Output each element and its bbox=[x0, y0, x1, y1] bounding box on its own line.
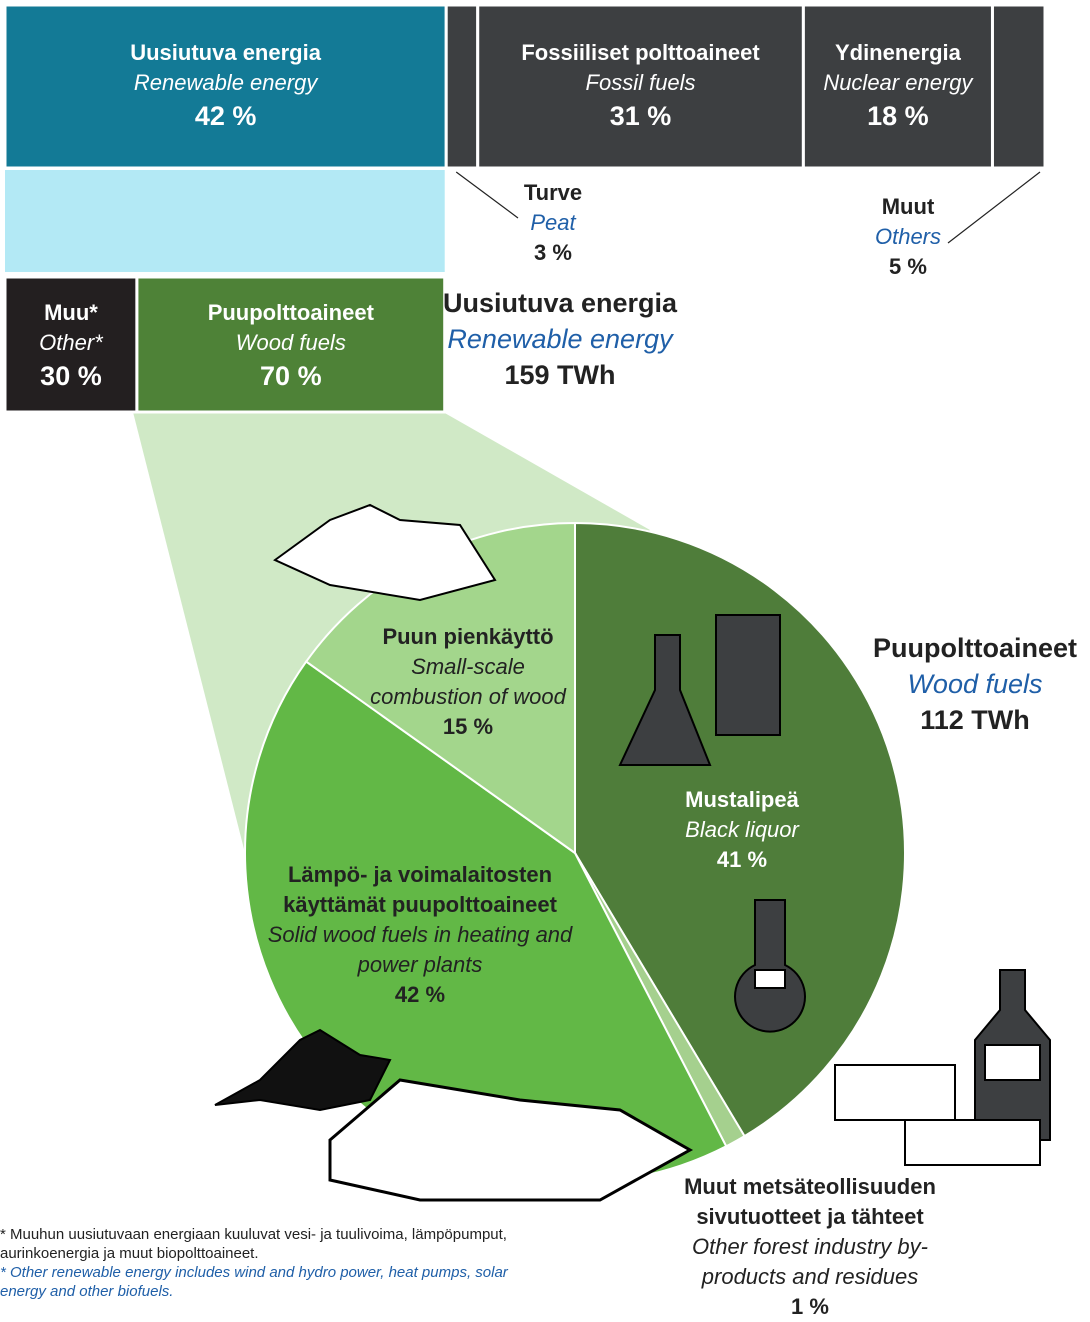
value-label: 1 % bbox=[791, 1294, 829, 1319]
category-en: Small-scale combustion of wood bbox=[370, 654, 566, 709]
bar-segment bbox=[3, 275, 139, 414]
category-en: Wood fuels bbox=[235, 330, 346, 355]
value-label: 31 % bbox=[609, 101, 672, 131]
category-en: Renewable energy bbox=[133, 70, 318, 95]
value-label: 70 % bbox=[260, 361, 322, 391]
label: Lämpö- ja voimalaitosten käyttämät puupo… bbox=[260, 860, 580, 1010]
label: Ydinenergia Nuclear energy 18 % bbox=[808, 38, 987, 134]
label: Mustalipeä Black liquor 41 % bbox=[642, 785, 842, 875]
label: Muut metsäteollisuuden sivutuotteet ja t… bbox=[650, 1172, 970, 1322]
label: Muut Others 5 % bbox=[838, 192, 978, 282]
footnote: * Muuhun uusiutuvaan energiaan kuuluvat … bbox=[0, 1225, 520, 1301]
category-en: Black liquor bbox=[685, 817, 799, 842]
category-en: Solid wood fuels in heating and power pl… bbox=[267, 922, 573, 977]
label: Fossiiliset polttoaineet Fossil fuels 31 % bbox=[483, 38, 799, 134]
callout-line bbox=[947, 171, 1041, 244]
category-en: Other forest industry by-products and re… bbox=[692, 1234, 928, 1289]
bar-segment bbox=[3, 3, 448, 170]
value-label: 15 % bbox=[442, 714, 494, 739]
subtitle: Renewable energy bbox=[447, 324, 673, 354]
category: Mustalipeä bbox=[685, 787, 799, 812]
label: Uusiutuva energia Renewable energy 159 TWh bbox=[430, 285, 690, 393]
total: 159 TWh bbox=[504, 360, 616, 390]
value-label: 3 % bbox=[534, 240, 572, 265]
label: Puupolttoaineet Wood fuels 70 % bbox=[140, 298, 442, 394]
label: Puun pienkäyttö Small-scale combustion of… bbox=[358, 622, 578, 742]
category: Fossiiliset polttoaineet bbox=[521, 40, 760, 65]
label: Puupolttoaineet Wood fuels 112 TWh bbox=[865, 630, 1085, 738]
title: Uusiutuva energia bbox=[442, 288, 678, 318]
label: Turve Peat 3 % bbox=[483, 178, 623, 268]
callout-line bbox=[455, 171, 519, 219]
bar-segment bbox=[476, 3, 805, 170]
bar-segment bbox=[135, 275, 447, 414]
value-label: 41 % bbox=[716, 847, 768, 872]
footnote-en: * Other renewable energy includes wind a… bbox=[0, 1264, 508, 1300]
footnote-fi: * Muuhun uusiutuvaan energiaan kuuluvat … bbox=[0, 1226, 507, 1262]
bar-segment bbox=[444, 3, 480, 170]
category: Ydinenergia bbox=[834, 40, 961, 65]
category-en: Other* bbox=[39, 330, 103, 355]
label: Uusiutuva energia Renewable energy 42 % bbox=[10, 38, 441, 134]
category: Turve bbox=[523, 180, 583, 205]
bar-segment bbox=[801, 3, 994, 170]
value-label: 42 % bbox=[394, 982, 446, 1007]
total: 112 TWh bbox=[920, 705, 1030, 735]
category: Uusiutuva energia bbox=[130, 40, 321, 65]
value-label: 18 % bbox=[867, 101, 929, 131]
category: Lämpö- ja voimalaitosten käyttämät puupo… bbox=[283, 862, 557, 917]
category: Muut bbox=[881, 194, 935, 219]
label: Muu* Other* 30 % bbox=[8, 298, 134, 394]
bar-segment bbox=[990, 3, 1047, 170]
icons bbox=[214, 503, 1051, 1202]
category: Puun pienkäyttö bbox=[382, 624, 554, 649]
category-en: Peat bbox=[530, 210, 576, 235]
value-label: 30 % bbox=[40, 361, 102, 391]
category-en: Others bbox=[874, 224, 942, 249]
category: Muu* bbox=[44, 300, 98, 325]
title: Puupolttoaineet bbox=[873, 633, 1077, 663]
category-en: Nuclear energy bbox=[823, 70, 973, 95]
category: Muut metsäteollisuuden sivutuotteet ja t… bbox=[684, 1174, 936, 1229]
category-en: Fossil fuels bbox=[585, 70, 696, 95]
value-label: 5 % bbox=[889, 254, 927, 279]
value-label: 42 % bbox=[194, 101, 257, 131]
category: Puupolttoaineet bbox=[207, 300, 374, 325]
highlight bbox=[5, 170, 445, 272]
subtitle: Wood fuels bbox=[907, 669, 1043, 699]
